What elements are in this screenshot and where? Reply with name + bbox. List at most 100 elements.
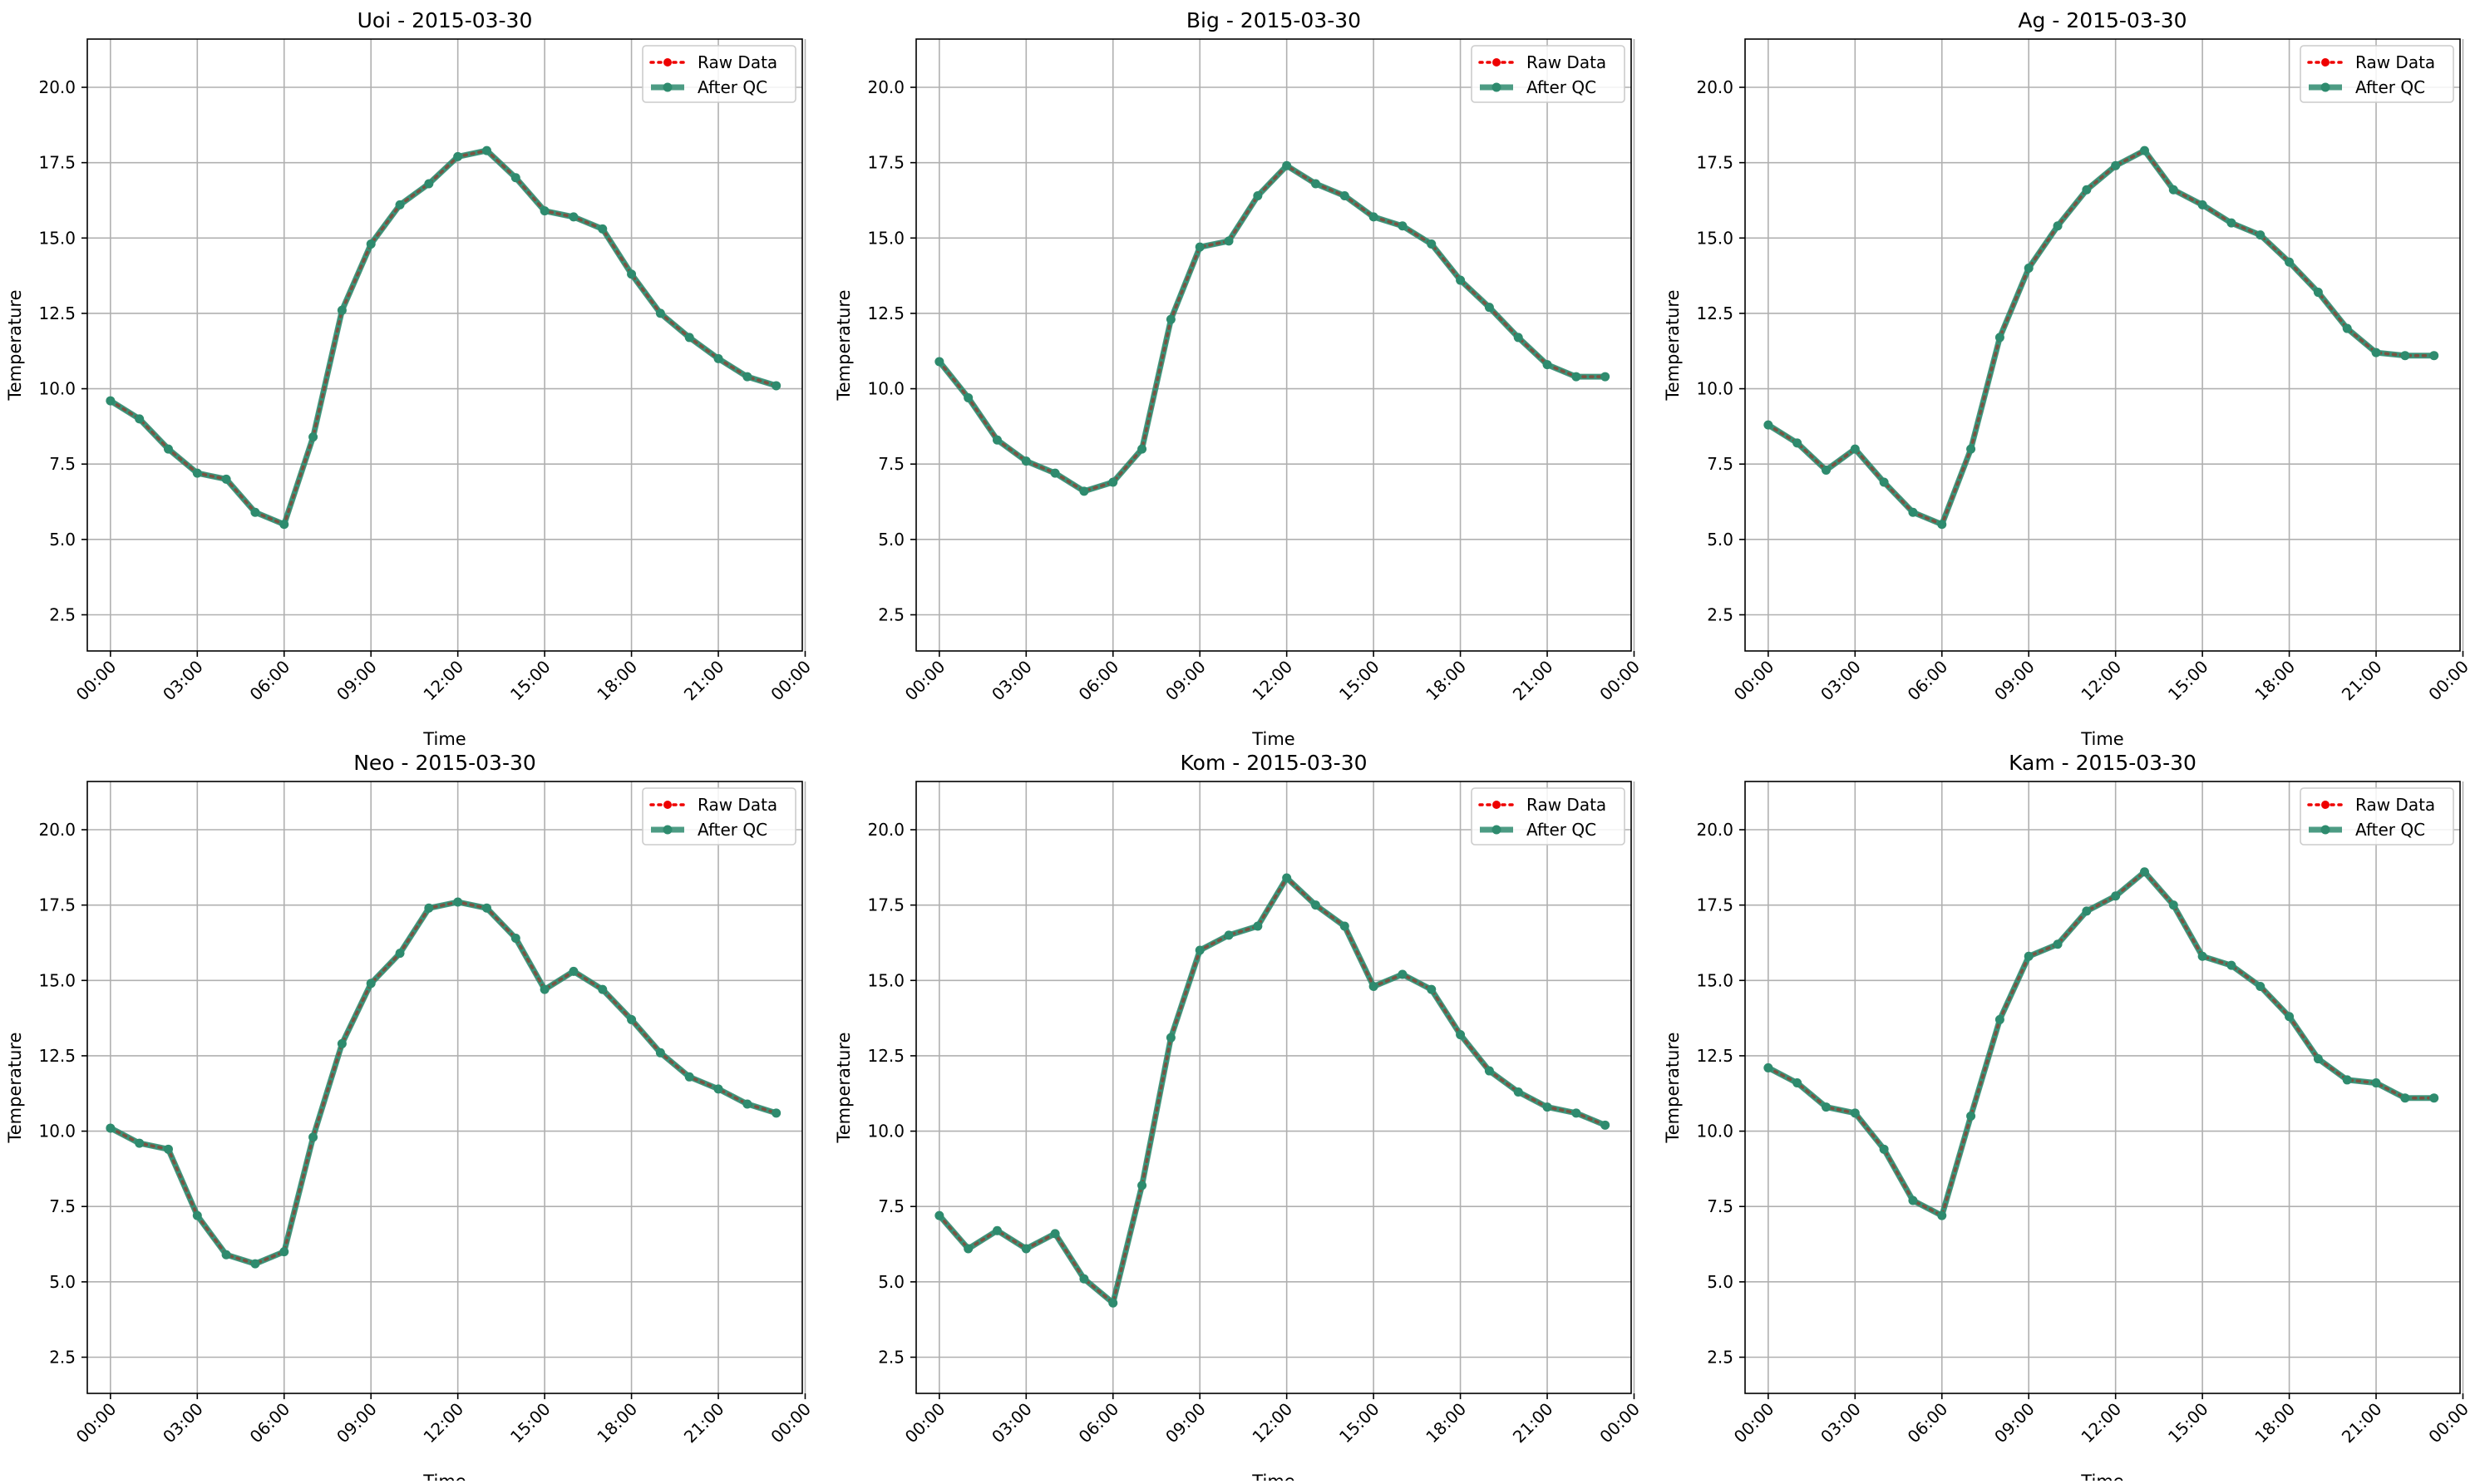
after-qc-point — [1224, 930, 1234, 940]
after-qc-point — [135, 1138, 145, 1148]
after-qc-point — [221, 474, 231, 484]
chart-title: Ag - 2015-03-30 — [2018, 8, 2187, 32]
x-tick-label: 21:00 — [2338, 657, 2386, 705]
after-qc-overlay — [937, 875, 1606, 1305]
after-qc-point — [1456, 1030, 1466, 1040]
x-tick-label: 03:00 — [988, 1399, 1036, 1447]
after-qc-point — [2082, 906, 2092, 916]
after-qc-point — [2197, 200, 2207, 210]
after-qc-point — [337, 305, 347, 315]
y-tick-label: 20.0 — [38, 820, 76, 840]
y-tick-label: 17.5 — [867, 895, 905, 915]
legend-qc-label: After QC — [1526, 820, 1596, 840]
after-qc-point — [1398, 221, 1408, 231]
after-qc-point — [424, 179, 434, 189]
after-qc-point — [366, 239, 376, 249]
after-qc-point — [2082, 185, 2092, 195]
after-qc-point — [540, 984, 550, 994]
x-tick-label: 06:00 — [246, 657, 294, 705]
after-qc-point — [1513, 1087, 1523, 1097]
chart-title: Neo - 2015-03-30 — [353, 751, 536, 775]
after-qc-point — [2197, 951, 2207, 961]
y-tick-label: 12.5 — [867, 303, 905, 323]
after-qc-point — [1137, 1181, 1147, 1191]
legend-raw-label: Raw Data — [2355, 52, 2435, 72]
after-qc-point — [772, 381, 781, 391]
after-qc-point — [279, 1247, 289, 1257]
y-tick-label: 20.0 — [1696, 820, 1733, 840]
x-tick-label: 18:00 — [1422, 657, 1470, 705]
y-tick-label: 5.0 — [1707, 530, 1733, 550]
x-tick-label: 00:00 — [1595, 657, 1644, 705]
after-qc-point — [192, 468, 202, 478]
after-qc-line — [109, 147, 777, 528]
after-qc-point — [1427, 239, 1437, 249]
y-tick-label: 20.0 — [867, 77, 905, 97]
y-tick-label: 7.5 — [49, 1196, 76, 1216]
after-qc-point — [1966, 1111, 1976, 1121]
y-tick-label: 12.5 — [38, 1046, 76, 1066]
x-tick-label: 21:00 — [1509, 1399, 1557, 1447]
x-tick-label: 00:00 — [1730, 657, 1778, 705]
x-tick-label: 03:00 — [159, 1399, 207, 1447]
y-tick-label: 2.5 — [49, 1347, 76, 1367]
after-qc-point — [1368, 982, 1378, 992]
x-tick-label: 12:00 — [419, 657, 467, 705]
after-qc-point — [1108, 1298, 1118, 1308]
legend-raw-label: Raw Data — [1526, 795, 1606, 815]
after-qc-point — [2139, 867, 2149, 877]
x-tick-label: 12:00 — [2077, 1399, 2125, 1447]
raw-data-line — [109, 900, 778, 1265]
x-tick-label: 12:00 — [419, 1399, 467, 1447]
y-tick-label: 15.0 — [867, 228, 905, 248]
x-tick-label: 09:00 — [333, 1399, 381, 1447]
after-qc-point — [106, 1123, 116, 1133]
after-qc-point — [2024, 951, 2034, 961]
raw-data-line — [1767, 870, 2436, 1218]
y-tick-label: 5.0 — [1707, 1272, 1733, 1292]
legend: Raw Data After QC — [642, 45, 796, 103]
after-qc-point — [2053, 221, 2063, 231]
x-tick-label: 21:00 — [680, 1399, 728, 1447]
x-axis-label: Time — [1251, 729, 1294, 749]
after-qc-point — [1937, 1210, 1947, 1220]
x-tick-label: 15:00 — [2164, 657, 2212, 705]
after-qc-point — [934, 357, 944, 367]
after-qc-point — [2226, 218, 2236, 228]
after-qc-point — [2256, 982, 2266, 992]
y-tick-label: 20.0 — [1696, 77, 1733, 97]
after-qc-point — [1166, 1033, 1176, 1043]
after-qc-point — [1282, 873, 1292, 883]
after-qc-point — [424, 903, 434, 913]
y-tick-label: 7.5 — [1707, 1196, 1733, 1216]
x-axis-label: Time — [422, 1472, 466, 1481]
y-tick-label: 12.5 — [38, 303, 76, 323]
y-tick-label: 2.5 — [1707, 1347, 1733, 1367]
after-qc-line — [937, 162, 1605, 495]
x-tick-label: 18:00 — [593, 657, 641, 705]
y-tick-label: 10.0 — [867, 379, 905, 399]
after-qc-point — [2256, 230, 2266, 240]
axes-frame — [1744, 38, 2461, 652]
x-tick-label: 06:00 — [1075, 657, 1123, 705]
after-qc-point — [713, 1084, 723, 1094]
after-qc-point — [684, 333, 694, 343]
after-qc-point — [1879, 477, 1889, 487]
after-qc-point — [992, 1225, 1002, 1235]
after-qc-overlay — [109, 148, 777, 527]
after-qc-point — [569, 212, 579, 222]
after-qc-point — [1937, 520, 1947, 530]
after-qc-point — [1282, 160, 1292, 170]
x-tick-label: 03:00 — [988, 657, 1036, 705]
legend-raw-label: Raw Data — [698, 52, 777, 72]
after-qc-point — [1108, 477, 1118, 487]
after-qc-point — [2429, 1093, 2439, 1103]
y-tick-label: 2.5 — [49, 604, 76, 624]
x-tick-label: 18:00 — [593, 1399, 641, 1447]
after-qc-point — [481, 145, 491, 155]
y-axis-label: Temperature — [1663, 1032, 1683, 1143]
after-qc-point — [627, 269, 637, 279]
after-qc-point — [2400, 351, 2410, 361]
axes-frame — [915, 781, 1632, 1394]
y-axis-label: Temperature — [834, 1032, 854, 1143]
